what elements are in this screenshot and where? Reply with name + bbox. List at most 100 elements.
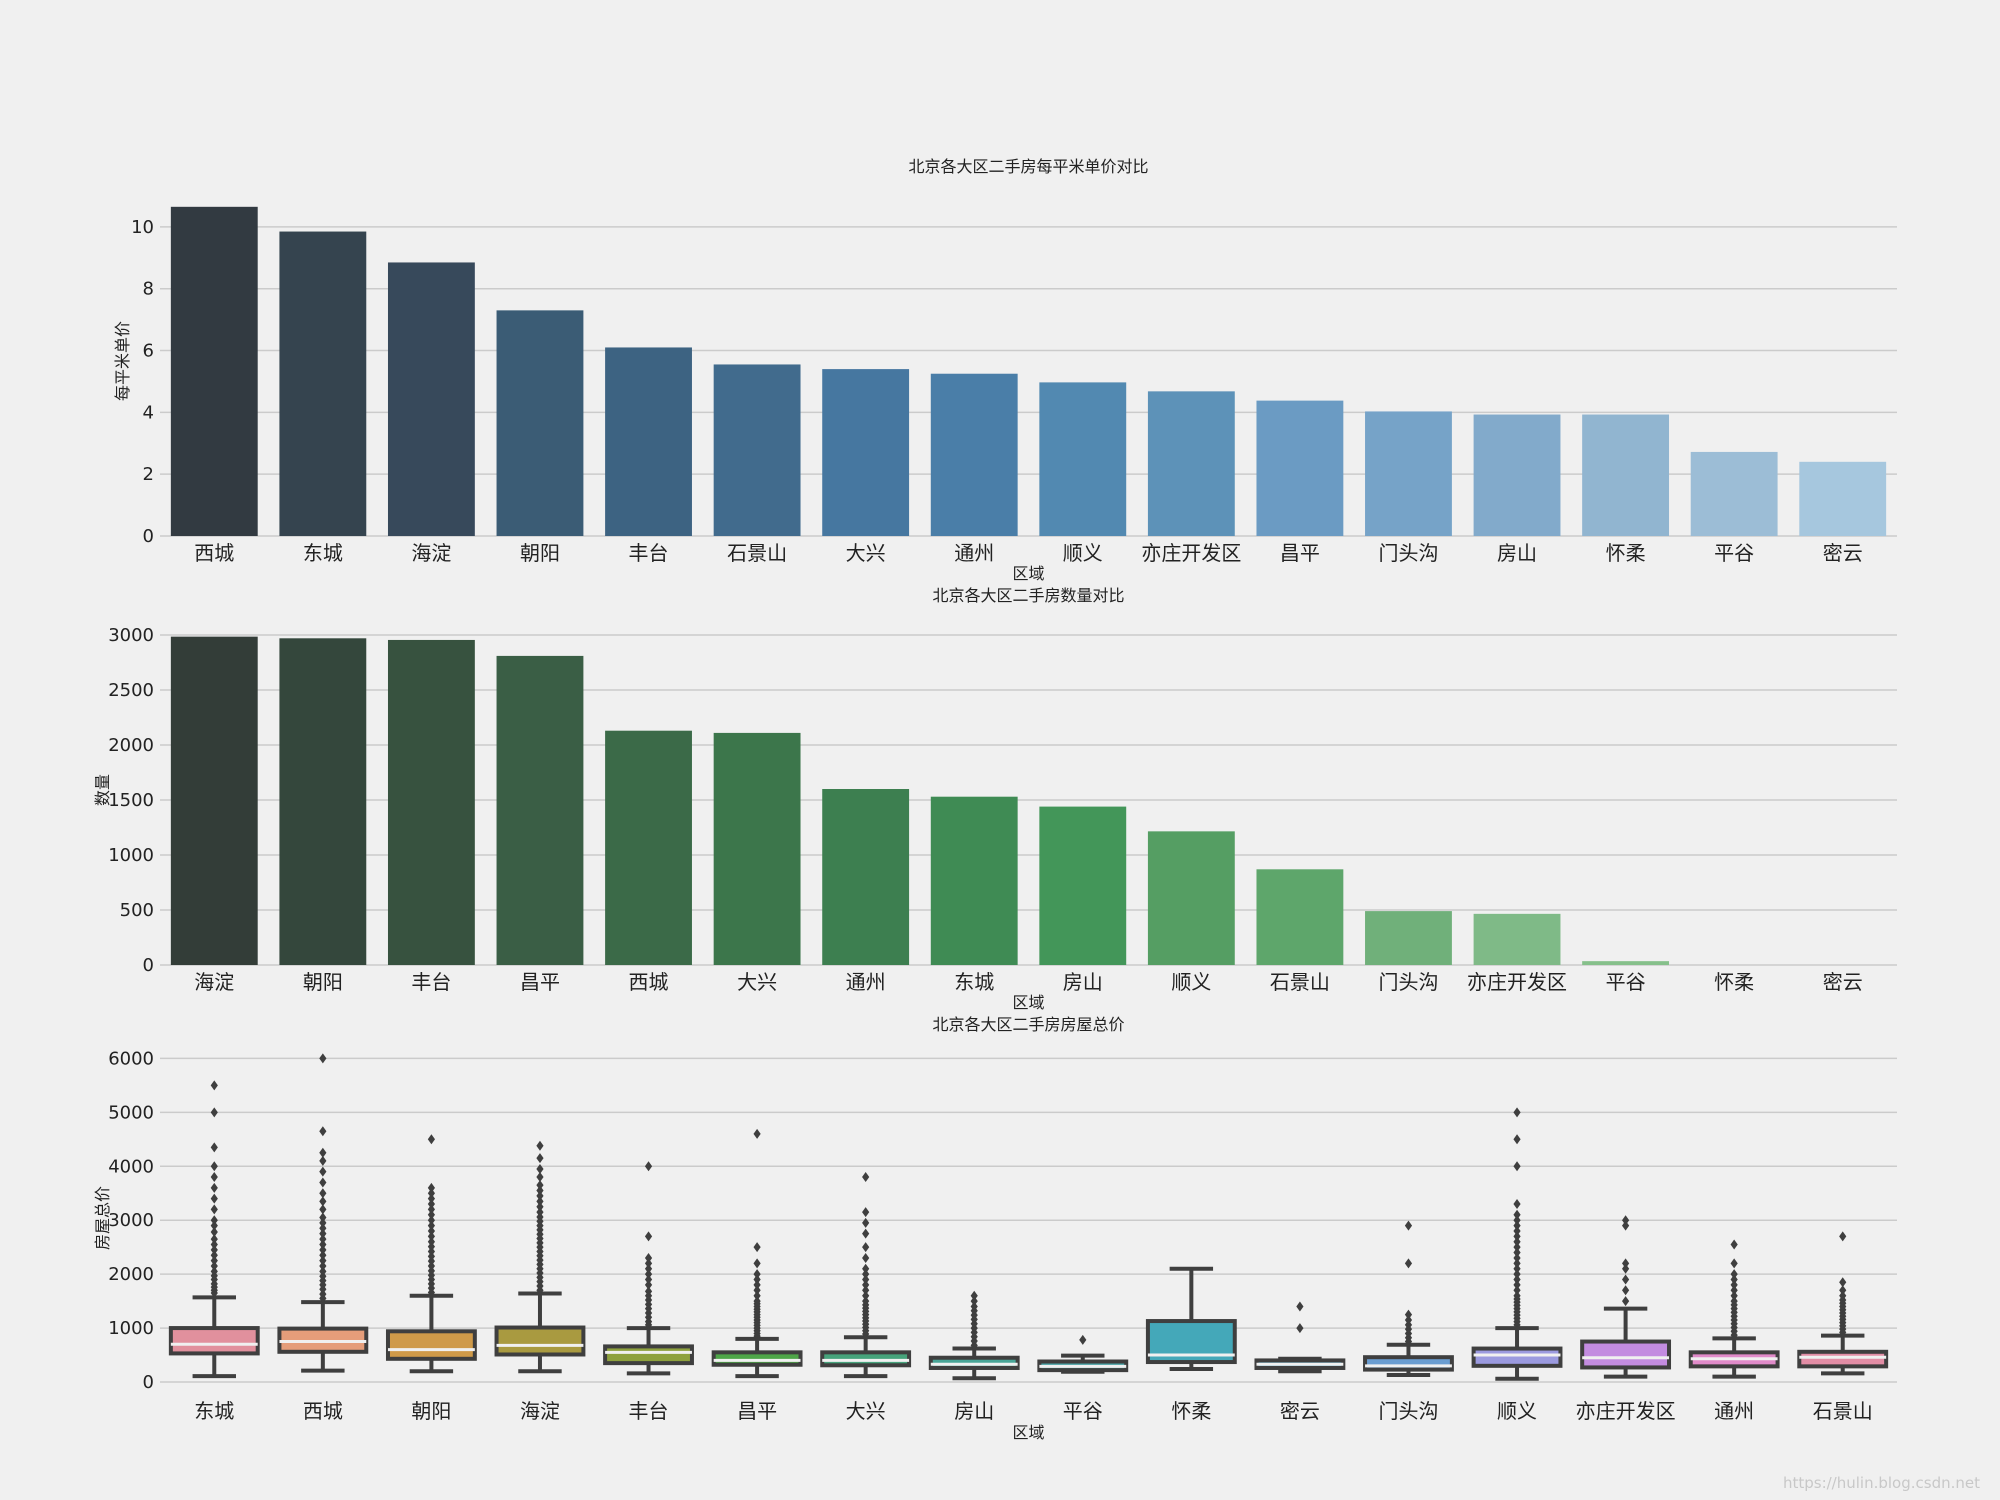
outlier-point [862, 1242, 870, 1253]
outlier-point [862, 1296, 870, 1307]
outlier-point [1730, 1285, 1738, 1296]
box-7 [820, 1172, 912, 1379]
x-tick-label: 朝阳 [303, 970, 343, 994]
outlier-point [1621, 1285, 1630, 1296]
outlier-point [1513, 1285, 1521, 1296]
outlier-point [210, 1227, 218, 1238]
outlier-point [1404, 1258, 1413, 1269]
bar [1256, 400, 1344, 536]
outlier-point [427, 1215, 436, 1226]
outlier-point [427, 1220, 436, 1231]
outlier-point [970, 1301, 978, 1312]
outlier-point [319, 1228, 327, 1239]
outlier-point [319, 1166, 327, 1177]
outlier-point [1513, 1231, 1521, 1242]
outlier-point [1621, 1215, 1630, 1226]
box-14 [1580, 1215, 1672, 1379]
x-axis-label: 区域 [1012, 1423, 1044, 1442]
outlier-point [1513, 1161, 1521, 1172]
y-tick-label: 2 [143, 464, 154, 485]
bar [1147, 831, 1235, 965]
box-body [385, 1329, 477, 1361]
outlier-point [753, 1296, 761, 1307]
outlier-point [319, 1147, 327, 1158]
box-11 [1254, 1301, 1346, 1374]
x-tick-label: 朝阳 [520, 541, 560, 565]
x-axis-label: 区域 [1012, 993, 1044, 1012]
x-tick-label: 房山 [1497, 541, 1537, 565]
y-tick-label: 1000 [108, 1318, 154, 1339]
outlier-point [862, 1207, 870, 1218]
outlier-point [753, 1242, 761, 1253]
bar [496, 310, 584, 536]
outlier-point [427, 1204, 436, 1215]
y-tick-label: 4000 [108, 1156, 154, 1177]
outlier-point [1839, 1231, 1847, 1242]
chart-3: 0100020003000400050006000北京各大区二手房房屋总价区域房… [93, 1015, 1897, 1442]
outlier-point [753, 1128, 761, 1139]
outlier-point [1621, 1258, 1630, 1269]
outlier-point [210, 1182, 218, 1193]
x-tick-label: 通州 [846, 970, 886, 994]
bar [170, 206, 258, 536]
outlier-point [1404, 1309, 1413, 1320]
outlier-point [1513, 1220, 1521, 1231]
outlier-point [1296, 1323, 1304, 1334]
outlier-point [1730, 1258, 1738, 1269]
outlier-point [862, 1279, 870, 1290]
outlier-point [1839, 1290, 1847, 1301]
box-13 [1471, 1107, 1563, 1381]
x-tick-label: 海淀 [411, 541, 451, 565]
box-15 [1688, 1239, 1780, 1379]
x-tick-label: 平谷 [1714, 541, 1754, 565]
outlier-point [536, 1153, 544, 1164]
box-body [820, 1350, 912, 1368]
x-tick-label: 西城 [194, 541, 234, 565]
outlier-point [210, 1161, 218, 1172]
box-5 [603, 1161, 694, 1376]
x-tick-label: 丰台 [629, 1399, 669, 1423]
x-tick-label: 海淀 [520, 1399, 560, 1423]
outlier-point [753, 1285, 761, 1296]
outlier-point [753, 1279, 761, 1290]
bar [1256, 869, 1344, 965]
outlier-point [210, 1172, 218, 1183]
outlier-point [1513, 1242, 1521, 1253]
outlier-point [210, 1239, 218, 1250]
outlier-point [644, 1279, 653, 1290]
bar [713, 364, 801, 536]
outlier-point [210, 1250, 218, 1261]
outlier-point [753, 1269, 761, 1280]
outlier-point [1839, 1277, 1847, 1288]
box-body [711, 1350, 803, 1367]
bar [1039, 806, 1127, 965]
outlier-point [427, 1193, 436, 1204]
outlier-point [862, 1290, 870, 1301]
y-tick-label: 3000 [108, 625, 154, 646]
outlier-point [536, 1196, 544, 1207]
box-body [1797, 1349, 1889, 1369]
bar [1039, 382, 1127, 536]
outlier-point [1621, 1220, 1630, 1231]
outlier-point [210, 1234, 218, 1245]
outlier-point [536, 1180, 544, 1191]
y-tick-label: 10 [131, 217, 154, 238]
x-tick-label: 密云 [1823, 541, 1863, 565]
outlier-point [210, 1266, 218, 1277]
box-body [1580, 1339, 1672, 1370]
box-body [1471, 1346, 1563, 1368]
box-16 [1797, 1231, 1889, 1376]
outlier-point [1513, 1258, 1521, 1269]
x-tick-label: 平谷 [1606, 970, 1646, 994]
outlier-point [1513, 1215, 1521, 1226]
bar [1582, 414, 1670, 536]
outlier-point [644, 1286, 653, 1297]
outlier-point [1404, 1314, 1413, 1325]
x-tick-label: 大兴 [846, 1399, 886, 1423]
outlier-point [1621, 1274, 1630, 1285]
outlier-point [210, 1107, 218, 1118]
outlier-point [427, 1188, 436, 1199]
outlier-point [1513, 1209, 1521, 1220]
bar [1147, 391, 1235, 536]
